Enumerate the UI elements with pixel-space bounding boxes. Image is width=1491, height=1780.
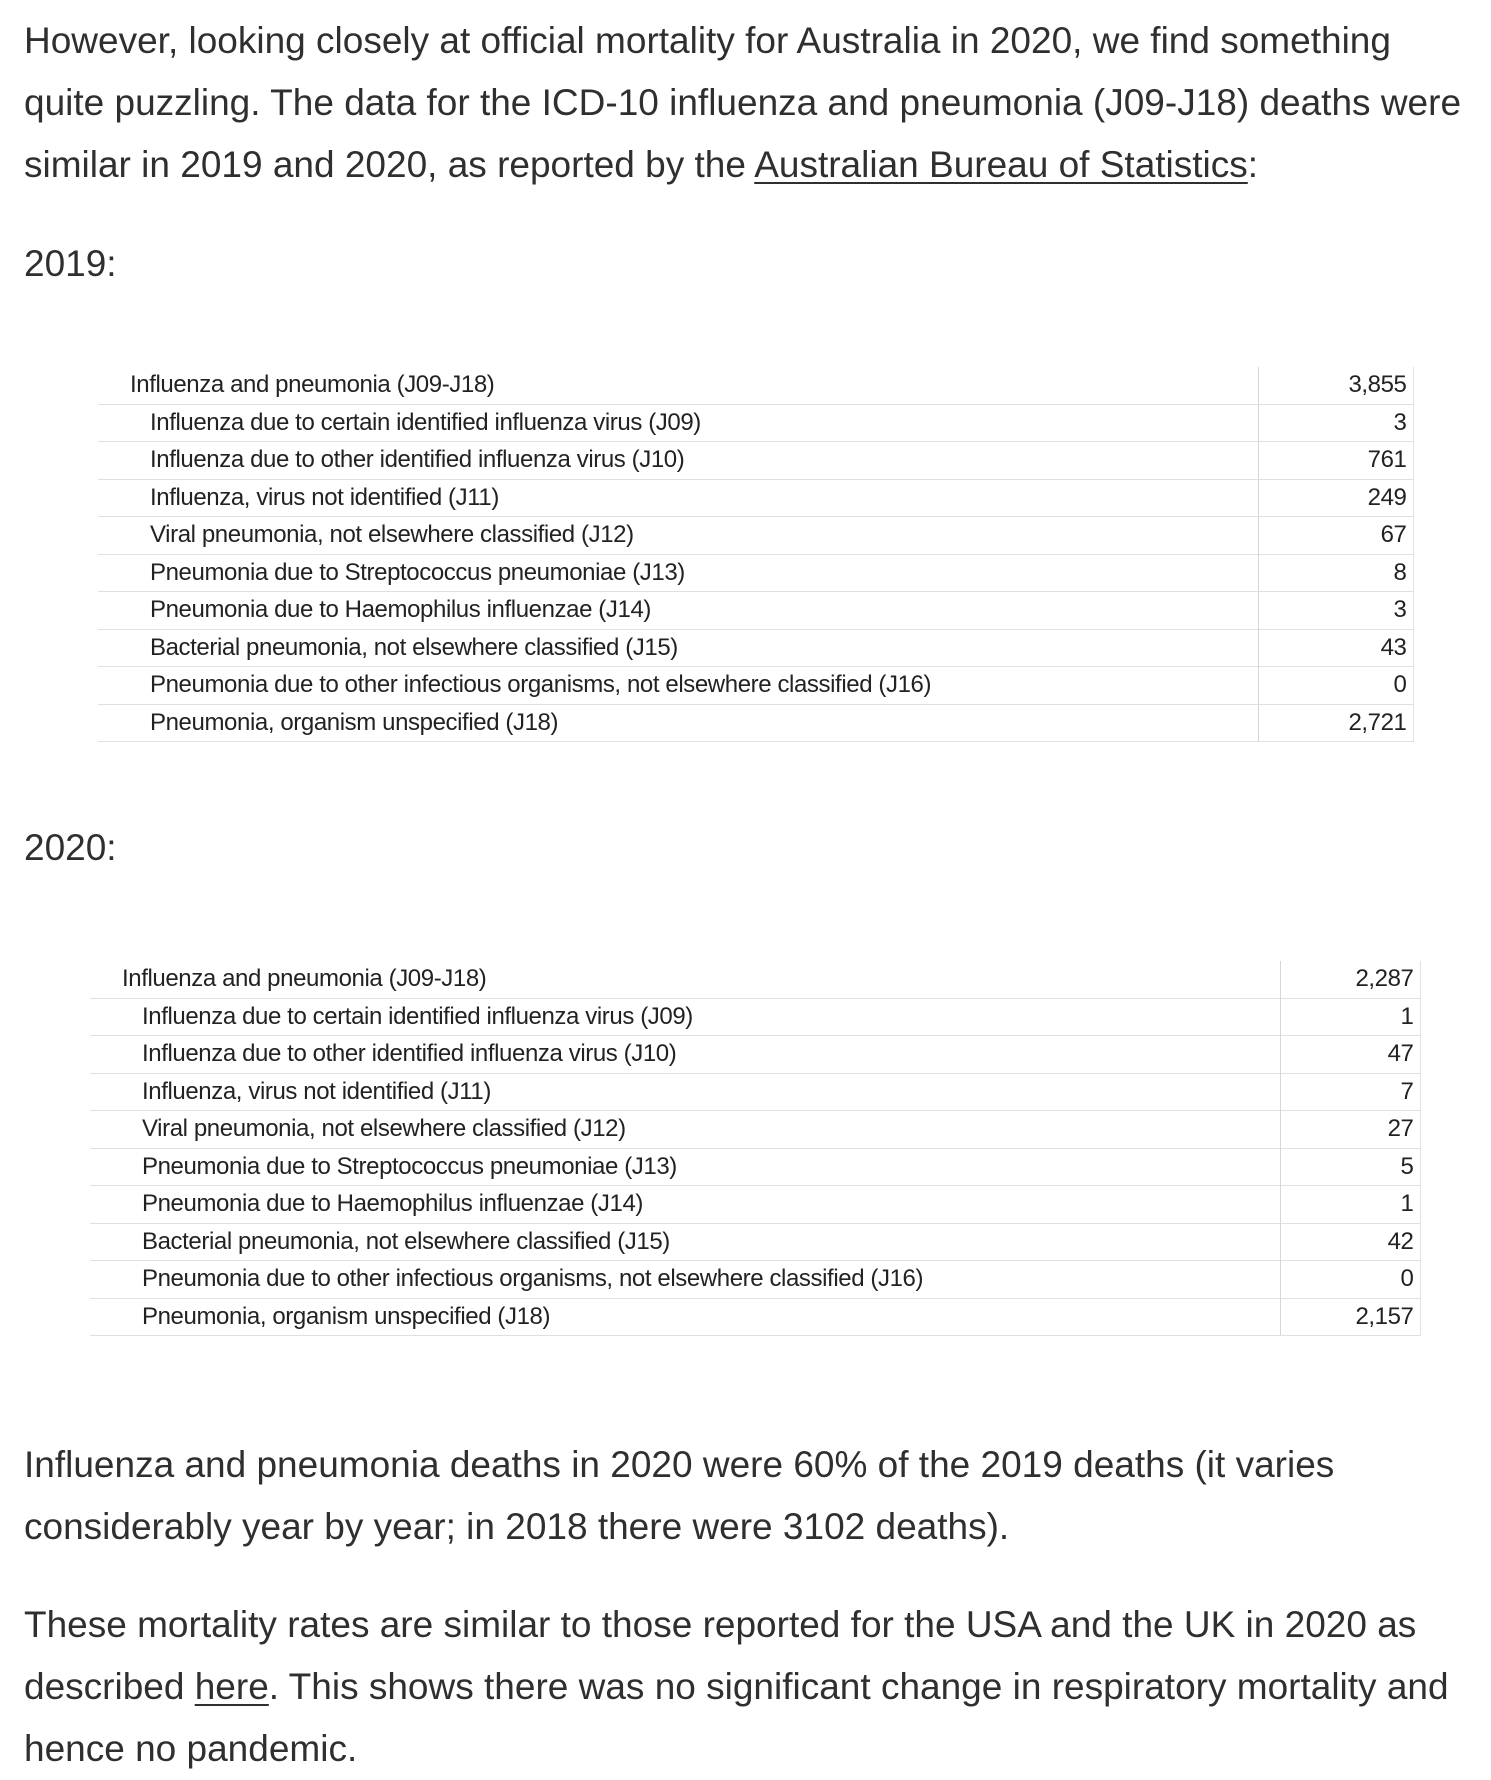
row-value: 0 [1279,1260,1421,1298]
row-label: Influenza and pneumonia (J09-J18) [130,371,495,399]
row-label: Influenza, virus not identified (J11) [98,478,1258,517]
table-row: Pneumonia due to Streptococcus pneumonia… [90,1147,1421,1186]
here-link[interactable]: here [194,1666,269,1707]
row-label: Pneumonia due to Haemophilus influenzae … [98,591,1258,629]
table-body-2019: Influenza and pneumonia (J09-J18) 3,855 In… [98,367,1414,742]
abs-link[interactable]: Australian Bureau of Statistics [754,144,1248,185]
table-row: Pneumonia due to Haemophilus influenzae … [90,1185,1421,1223]
table-row: Viral pneumonia, not elsewhere classifie… [90,1110,1421,1148]
table-row: Bacterial pneumonia, not elsewhere class… [90,1222,1421,1261]
conclusion-text-end: . This shows there was no significant ch… [24,1666,1449,1769]
row-value: 42 [1279,1222,1421,1261]
row-label: Influenza due to other identified influe… [98,441,1258,479]
row-value: 3,855 [1257,367,1414,404]
row-value: 2,287 [1279,961,1421,998]
intro-paragraph: However, looking closely at official mor… [24,10,1474,196]
table-row: Influenza due to other identified influe… [98,441,1414,479]
table-row-total: Influenza and pneumonia (J09-J18) 3,855 [98,367,1414,404]
year-heading-2020: 2020: [24,827,117,868]
row-value: 761 [1257,441,1414,479]
table-row: Pneumonia due to other infectious organi… [90,1260,1421,1298]
table-row: Pneumonia, organism unspecified (J18) 2,7… [98,703,1414,742]
table-body-2020: Influenza and pneumonia (J09-J18) 2,287 In… [90,961,1421,1336]
conclusion-paragraph: These mortality rates are similar to tho… [24,1594,1486,1780]
year-heading-2019: 2019: [24,243,117,284]
row-value: 43 [1257,628,1414,667]
row-label: Viral pneumonia, not elsewhere classifie… [90,1110,1280,1148]
row-label: Pneumonia due to other infectious organi… [98,666,1258,704]
intro-text-end: : [1247,144,1259,185]
comparison-paragraph: Influenza and pneumonia deaths in 2020 w… [24,1444,1335,1547]
row-label: Pneumonia due to Streptococcus pneumonia… [90,1147,1280,1186]
row-value: 3 [1257,403,1414,442]
row-label: Influenza due to certain identified infl… [98,403,1258,442]
row-value: 1 [1279,997,1421,1036]
row-value: 5 [1279,1147,1421,1186]
table-row: Influenza, virus not identified (J11) 249 [98,478,1414,517]
row-label: Pneumonia, organism unspecified (J18) [98,703,1258,742]
row-label: Influenza due to certain identified infl… [90,997,1280,1036]
row-value: 3 [1257,591,1414,629]
table-row: Influenza due to certain identified infl… [98,403,1414,442]
table-row: Influenza due to other identified influe… [90,1035,1421,1073]
row-value: 47 [1279,1035,1421,1073]
row-label: Viral pneumonia, not elsewhere classifie… [98,516,1258,554]
row-value: 67 [1257,516,1414,554]
row-label: Bacterial pneumonia, not elsewhere class… [90,1222,1280,1261]
table-row: Pneumonia, organism unspecified (J18) 2,1… [90,1297,1421,1336]
conclusion-text: These mortality rates are similar to tho… [24,1604,1417,1707]
row-label: Influenza, virus not identified (J11) [90,1072,1280,1111]
row-label: Influenza due to other identified influe… [90,1035,1280,1073]
table-row: Pneumonia due to Streptococcus pneumonia… [98,553,1414,592]
row-value: 1 [1279,1185,1421,1223]
row-label: Pneumonia due to Haemophilus influenzae … [90,1185,1280,1223]
table-row: Pneumonia due to other infectious organi… [98,666,1414,704]
row-value: 249 [1257,478,1414,517]
row-label: Bacterial pneumonia, not elsewhere class… [98,628,1258,667]
row-value: 8 [1257,553,1414,592]
mortality-table-2020: Influenza and pneumonia (J09-J18) 2,287 In… [90,961,1421,1336]
row-label: Pneumonia due to other infectious organi… [90,1260,1280,1298]
row-value: 2,721 [1257,703,1414,742]
mortality-table-2019: Influenza and pneumonia (J09-J18) 3,855 In… [98,367,1414,742]
row-label: Pneumonia due to Streptococcus pneumonia… [98,553,1258,592]
row-value: 2,157 [1279,1297,1421,1336]
table-row-total: Influenza and pneumonia (J09-J18) 2,287 [90,961,1421,998]
row-value: 0 [1257,666,1414,704]
row-value: 27 [1279,1110,1421,1148]
table-row: Influenza, virus not identified (J11) 7 [90,1072,1421,1111]
row-label: Influenza and pneumonia (J09-J18) [122,965,487,993]
table-row: Pneumonia due to Haemophilus influenzae … [98,591,1414,629]
row-label: Pneumonia, organism unspecified (J18) [90,1297,1280,1336]
intro-text: However, looking closely at official mor… [24,20,1462,185]
table-row: Viral pneumonia, not elsewhere classifie… [98,516,1414,554]
row-value: 7 [1279,1072,1421,1111]
table-row: Influenza due to certain identified infl… [90,997,1421,1036]
table-row: Bacterial pneumonia, not elsewhere class… [98,628,1414,667]
